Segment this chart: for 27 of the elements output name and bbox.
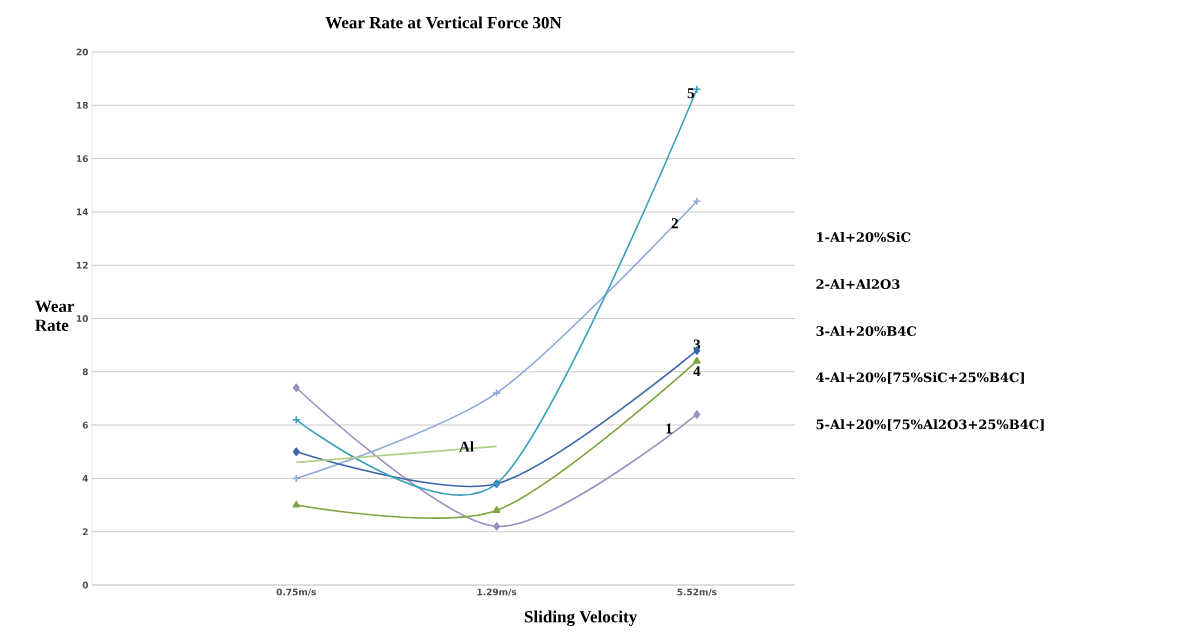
text: 5-Al+20%[75%Al2O3+25%B4C] — [816, 419, 1044, 431]
chart-title: Wear Rate at Vertical Force 30N — [325, 16, 562, 29]
series-label: 1 — [666, 423, 672, 434]
y-tick-label: 0 — [82, 581, 89, 589]
y-tick-label: 10 — [76, 315, 89, 322]
y-tick-label: 4 — [82, 475, 89, 482]
y-tick-label: 14 — [76, 208, 89, 216]
x-tick-label: 1.29m/s — [477, 588, 517, 597]
series-label: Al — [459, 441, 474, 452]
series-label: 5 — [687, 88, 695, 99]
y-tick-label: 6 — [82, 421, 88, 429]
y-tick-label: 16 — [76, 155, 88, 162]
series-label: 4 — [693, 366, 701, 377]
series-label: 2 — [671, 218, 678, 229]
y-tick-label: 2 — [82, 528, 88, 536]
text: 3-Al+20%B4C — [816, 325, 917, 337]
text: 1-Al+20%SiC — [817, 231, 911, 243]
x-axis-title: Sliding Velocity — [524, 610, 638, 627]
text: 2-Al+Al2O3 — [816, 278, 900, 290]
y-tick-label: 12 — [76, 261, 88, 269]
x-tick-label: 5.52m/s — [677, 588, 717, 597]
y-tick-label: 20 — [76, 48, 89, 56]
x-tick-label: 0.75m/s — [276, 588, 316, 597]
y-axis-title: Wear Rate — [35, 300, 75, 331]
y-tick-label: 18 — [76, 101, 88, 109]
y-tick-label: 8 — [82, 368, 88, 376]
text: 4-Al+20%[75%SiC+25%B4C] — [816, 372, 1024, 384]
